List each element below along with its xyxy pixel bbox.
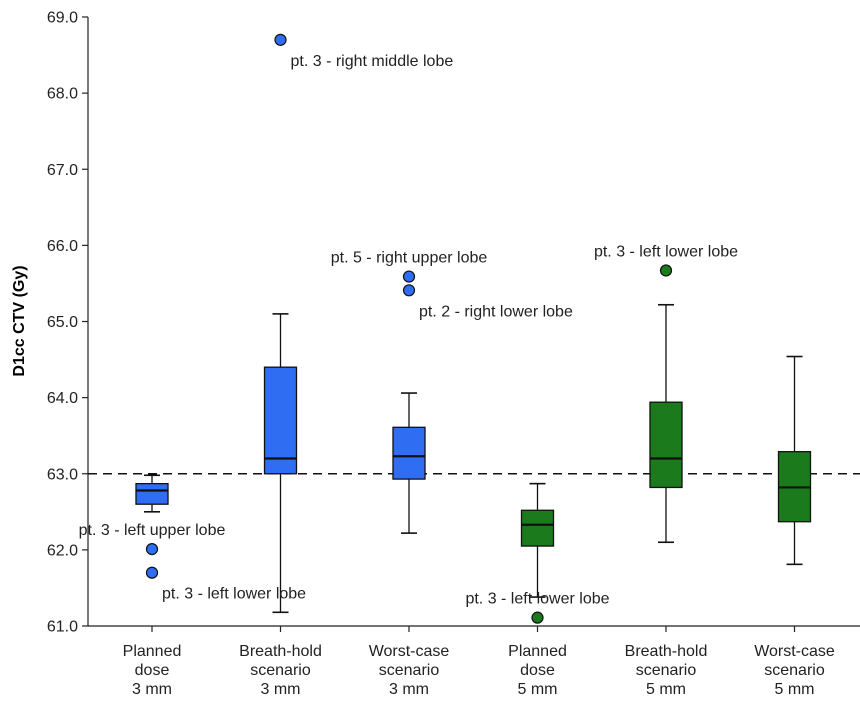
- outlier-point: [531, 611, 544, 624]
- y-tick-label: 69.0: [47, 10, 78, 27]
- outlier-point: [274, 33, 287, 46]
- outlier-point: [402, 284, 416, 297]
- y-axis-label: D1cc CTV (Gy): [11, 265, 28, 376]
- iqr-box: [263, 366, 298, 475]
- x-category-label: 3 mm: [132, 681, 172, 698]
- box-1: [263, 313, 298, 614]
- x-category-label: Breath-hold: [239, 643, 322, 660]
- box-4: [649, 303, 683, 544]
- outlier-annotation: pt. 3 - left upper lobe: [79, 522, 226, 539]
- y-tick-label: 63.0: [47, 466, 78, 483]
- box-2: [392, 392, 426, 534]
- x-category-label: scenario: [250, 662, 311, 679]
- x-category-label: 3 mm: [261, 681, 301, 698]
- x-category-label: scenario: [379, 662, 440, 679]
- x-category-label: 5 mm: [518, 681, 558, 698]
- x-category-label: Worst-case: [754, 643, 835, 660]
- box-5: [777, 355, 812, 566]
- x-category-label: Planned: [508, 643, 567, 660]
- x-category-label: scenario: [764, 662, 825, 679]
- x-category-label: dose: [520, 662, 555, 679]
- outlier-point: [145, 543, 159, 556]
- x-category-label: Worst-case: [369, 643, 450, 660]
- outlier-point: [145, 566, 159, 579]
- outlier-annotation: pt. 3 - left lower lobe: [465, 591, 609, 608]
- outlier-annotation: pt. 3 - left lower lobe: [162, 586, 306, 603]
- y-tick-label: 67.0: [47, 162, 78, 179]
- y-tick-label: 64.0: [47, 390, 78, 407]
- x-category-label: dose: [135, 662, 170, 679]
- axes-layer: 61.0 62.0 63.0 64.0 65.0 66.0 67.0 68.0 69.0: [47, 10, 860, 636]
- iqr-box: [649, 401, 683, 489]
- outlier-annotation: pt. 3 - right middle lobe: [291, 53, 454, 70]
- x-category-label: 5 mm: [646, 681, 686, 698]
- iqr-box: [520, 509, 555, 547]
- y-tick-label: 65.0: [47, 314, 78, 331]
- iqr-box: [392, 426, 426, 480]
- x-category-label: Breath-hold: [625, 643, 708, 660]
- y-tick-label: 68.0: [47, 86, 78, 103]
- y-tick-label: 61.0: [47, 619, 78, 636]
- outlier-annotation: pt. 2 - right lower lobe: [419, 303, 573, 320]
- outlier-annotation: pt. 5 - right upper lobe: [331, 250, 488, 267]
- box-3: [520, 482, 555, 598]
- x-category-label: 5 mm: [775, 681, 815, 698]
- boxes-layer: [135, 303, 812, 614]
- iqr-box: [135, 482, 169, 505]
- x-tick-labels-layer: Planned dose 3 mm Breath-hold scenario 3 mm Wo…: [123, 643, 835, 698]
- x-category-label: Planned: [123, 643, 182, 660]
- outlier-point: [402, 270, 416, 283]
- x-category-label: 3 mm: [389, 681, 429, 698]
- y-tick-label: 62.0: [47, 542, 78, 559]
- outlier-annotation: pt. 3 - left lower lobe: [594, 243, 738, 260]
- box-0: [135, 474, 169, 513]
- y-tick-label: 66.0: [47, 238, 78, 255]
- x-category-label: scenario: [636, 662, 697, 679]
- outlier-point: [659, 264, 673, 277]
- outliers-layer: pt. 3 - left upper lobe pt. 3 - left lowe…: [79, 33, 738, 624]
